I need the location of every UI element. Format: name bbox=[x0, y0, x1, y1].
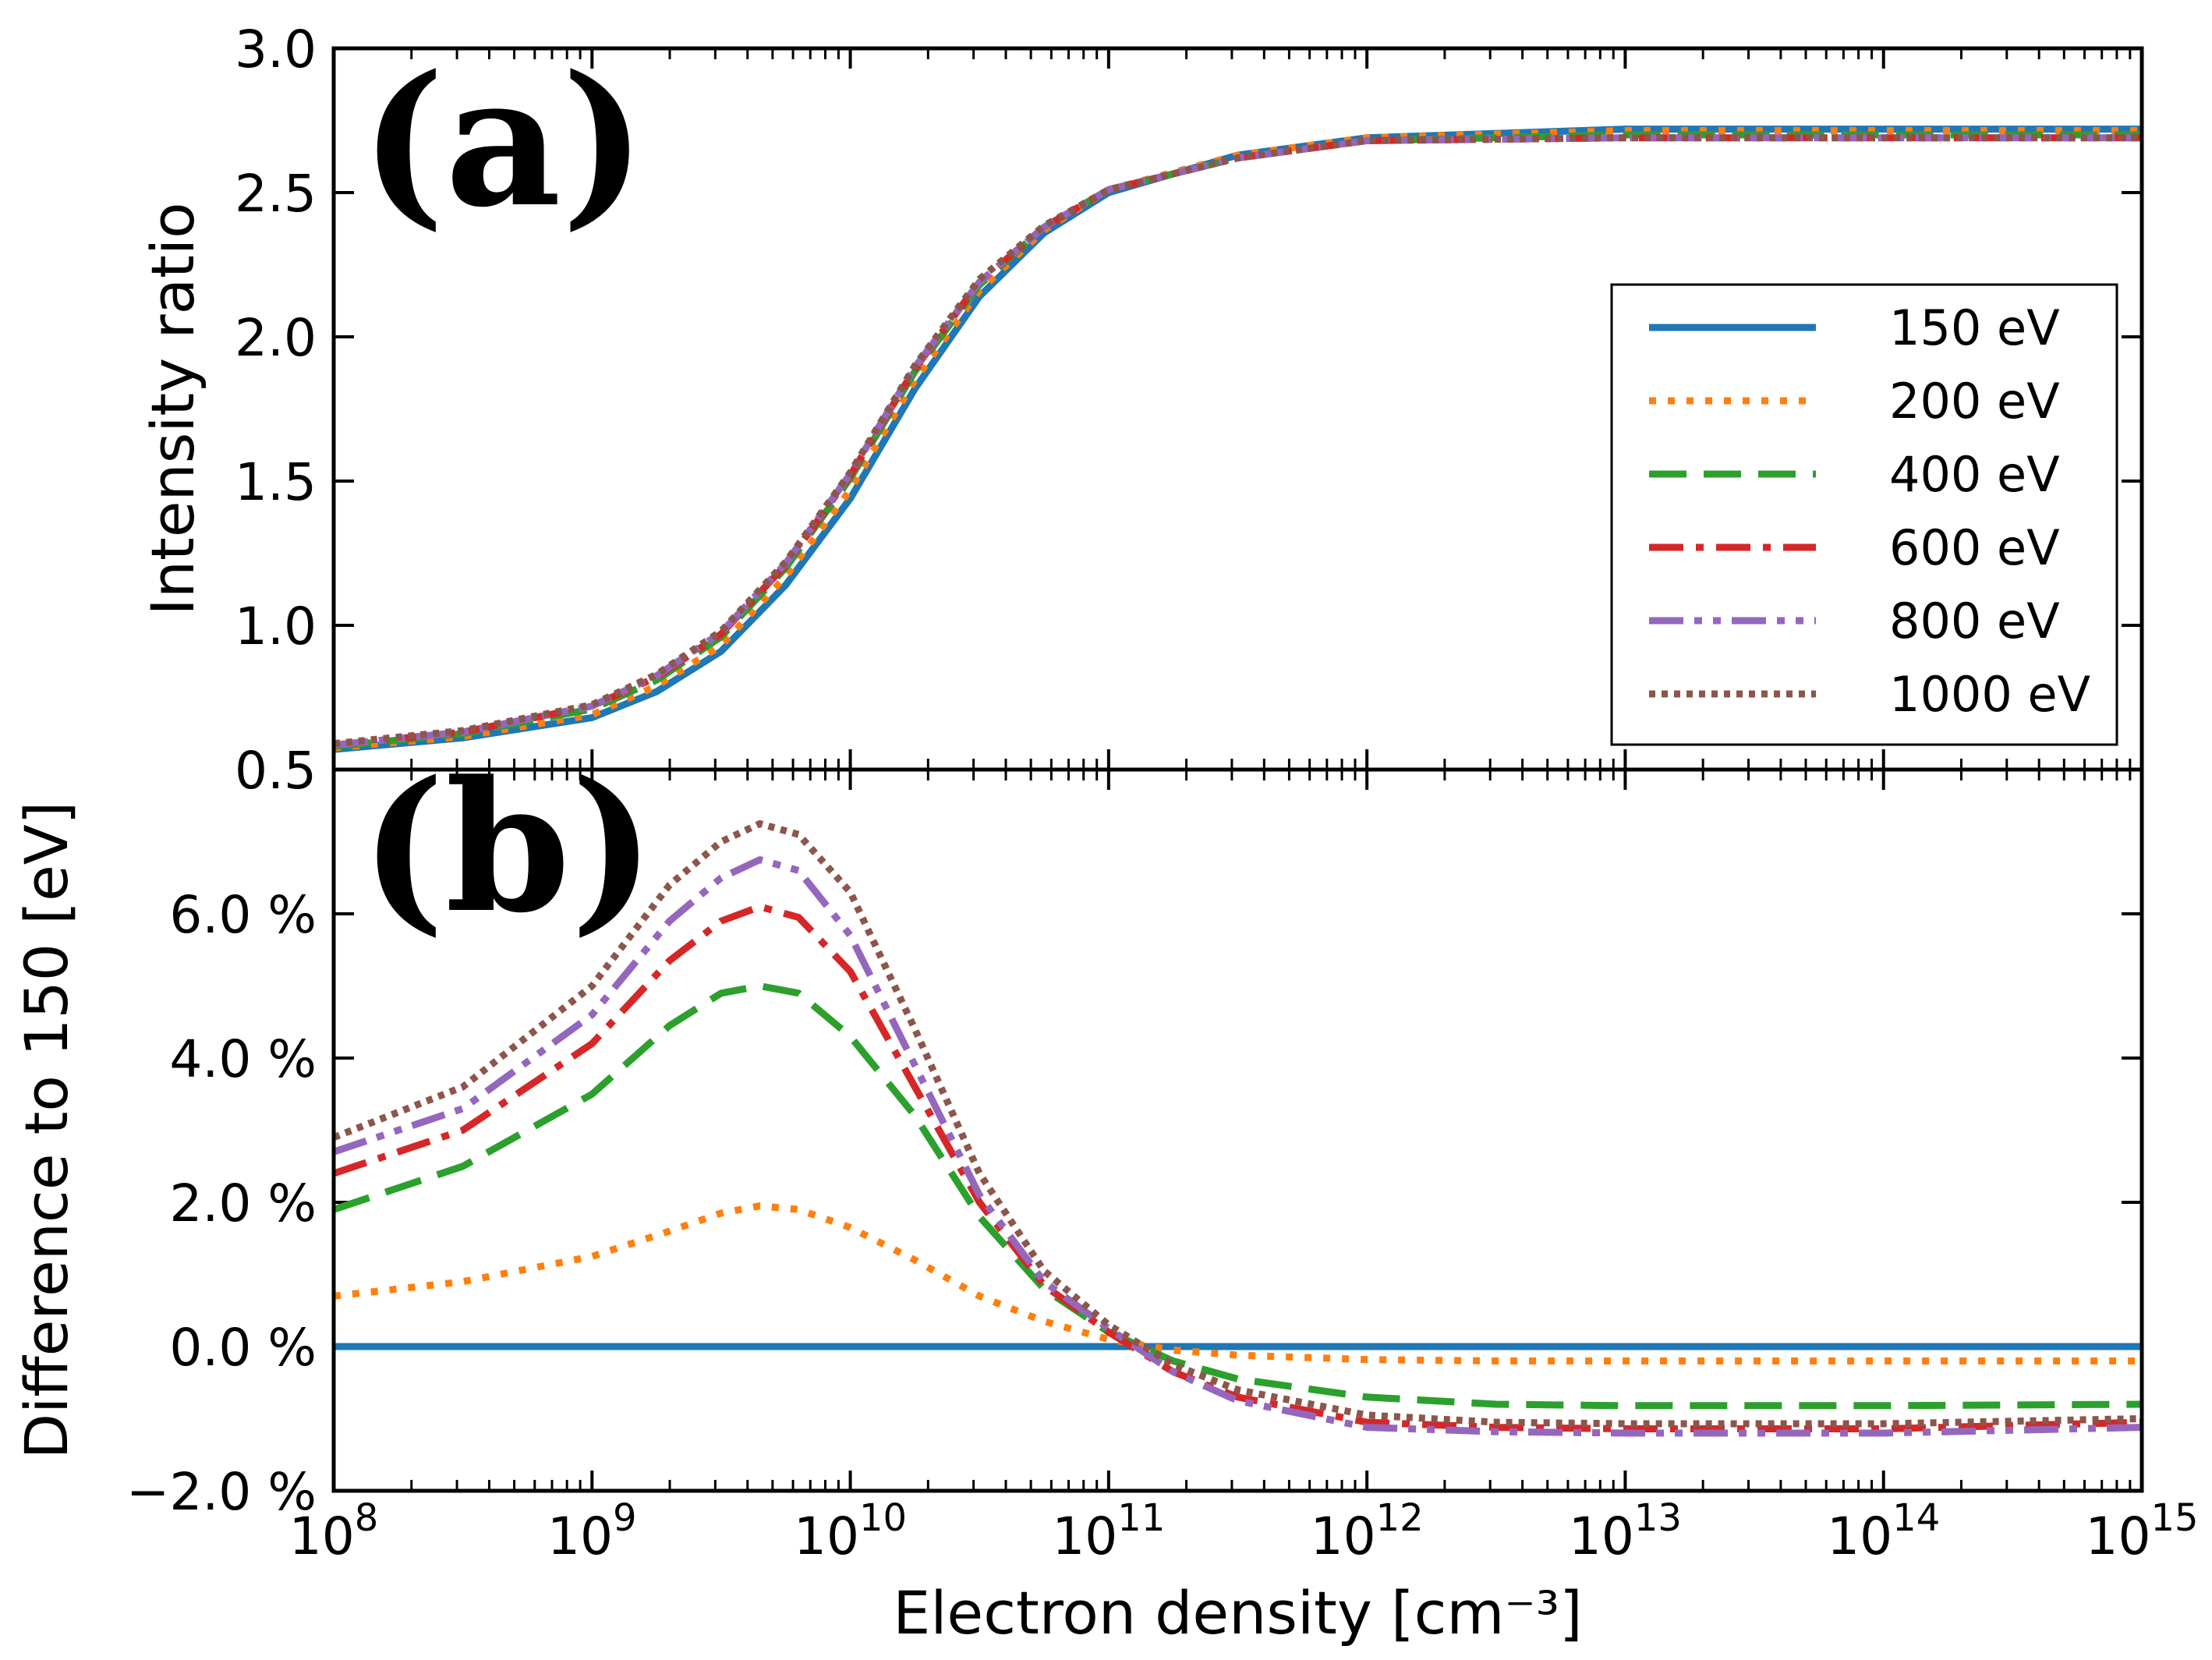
series-line-200-ev bbox=[334, 127, 2142, 752]
y-tick-label: 2.0 % bbox=[169, 1173, 317, 1233]
y-tick-label: 6.0 % bbox=[169, 885, 317, 945]
y-tick-label: 1.5 bbox=[235, 452, 317, 512]
y-tick-label: 2.0 bbox=[235, 308, 317, 368]
x-tick-base: 10 bbox=[289, 1506, 355, 1566]
x-tick-exponent: 10 bbox=[859, 1496, 907, 1540]
y-tick-label: −2.0 % bbox=[126, 1462, 317, 1522]
y-tick-label: 4.0 % bbox=[169, 1029, 317, 1089]
x-tick-label: 1011 bbox=[1052, 1496, 1165, 1566]
x-tick-base: 10 bbox=[1052, 1506, 1117, 1566]
x-tick-label: 1013 bbox=[1569, 1496, 1682, 1566]
series-line-200-ev bbox=[334, 1202, 2142, 1364]
y-tick-label: 2.5 bbox=[235, 164, 317, 224]
y-tick-label: 1.0 bbox=[235, 596, 317, 657]
x-tick-label: 1015 bbox=[2085, 1496, 2198, 1566]
panel-b: −2.0 % 0.0 % 2.0 % 4.0 % 6.0 % (b) Difference … bbox=[12, 742, 2144, 1522]
x-axis-label: Electron density [cm⁻³] bbox=[893, 1578, 1582, 1648]
legend: 150 eV 200 eV 400 eV 600 eV 800 eV 1000 eV bbox=[1610, 283, 2118, 746]
x-tick-exponent: 13 bbox=[1634, 1496, 1682, 1540]
x-tick-exponent: 9 bbox=[613, 1496, 637, 1540]
legend-label-150-ev: 150 eV bbox=[1889, 299, 2060, 356]
series-line-600-ev bbox=[334, 903, 2142, 1432]
x-tick-base: 10 bbox=[1311, 1506, 1376, 1566]
x-tick-base: 10 bbox=[1569, 1506, 1634, 1566]
x-tick-exponent: 14 bbox=[1892, 1496, 1940, 1540]
x-tick-base: 10 bbox=[2085, 1506, 2150, 1566]
legend-box bbox=[1610, 283, 2118, 746]
y-tick-label: 0.5 bbox=[235, 741, 317, 801]
x-tick-exponent: 12 bbox=[1376, 1496, 1424, 1540]
y-axis-label: Difference to 150 [eV] bbox=[12, 802, 81, 1460]
x-tick-exponent: 15 bbox=[2150, 1496, 2198, 1540]
series-line-1000-ev bbox=[334, 819, 2142, 1428]
series-line-800-ev bbox=[334, 856, 2142, 1437]
x-tick-base: 10 bbox=[547, 1506, 613, 1566]
x-tick-label: 1014 bbox=[1827, 1496, 1940, 1566]
x-tick-exponent: 11 bbox=[1117, 1496, 1165, 1540]
x-tick-label: 108 bbox=[289, 1496, 379, 1566]
series-line-1000-ev bbox=[334, 134, 2142, 748]
legend-label-600-ev: 600 eV bbox=[1889, 519, 2060, 576]
y-axis-label: Intensity ratio bbox=[138, 202, 207, 615]
panel-label: (a) bbox=[360, 37, 646, 247]
x-tick-base: 10 bbox=[1827, 1506, 1892, 1566]
y-tick-label: 3.0 bbox=[235, 19, 317, 80]
x-tick-label: 1012 bbox=[1311, 1496, 1424, 1566]
y-tick-label: 0.0 % bbox=[169, 1318, 317, 1378]
panel-label: (b) bbox=[360, 742, 655, 953]
x-tick-label: 109 bbox=[547, 1496, 637, 1566]
plot-frame bbox=[331, 767, 2144, 1493]
series-line-800-ev bbox=[334, 134, 2142, 749]
series-line-400-ev bbox=[334, 982, 2142, 1410]
legend-label-400-ev: 400 eV bbox=[1889, 446, 2060, 503]
x-tick-base: 10 bbox=[794, 1506, 859, 1566]
legend-label-800-ev: 800 eV bbox=[1889, 593, 2060, 649]
x-tick-label: 1010 bbox=[794, 1496, 907, 1566]
x-tick-exponent: 8 bbox=[355, 1496, 379, 1540]
legend-label-200-ev: 200 eV bbox=[1889, 373, 2060, 430]
legend-label-1000-ev: 1000 eV bbox=[1889, 666, 2090, 723]
